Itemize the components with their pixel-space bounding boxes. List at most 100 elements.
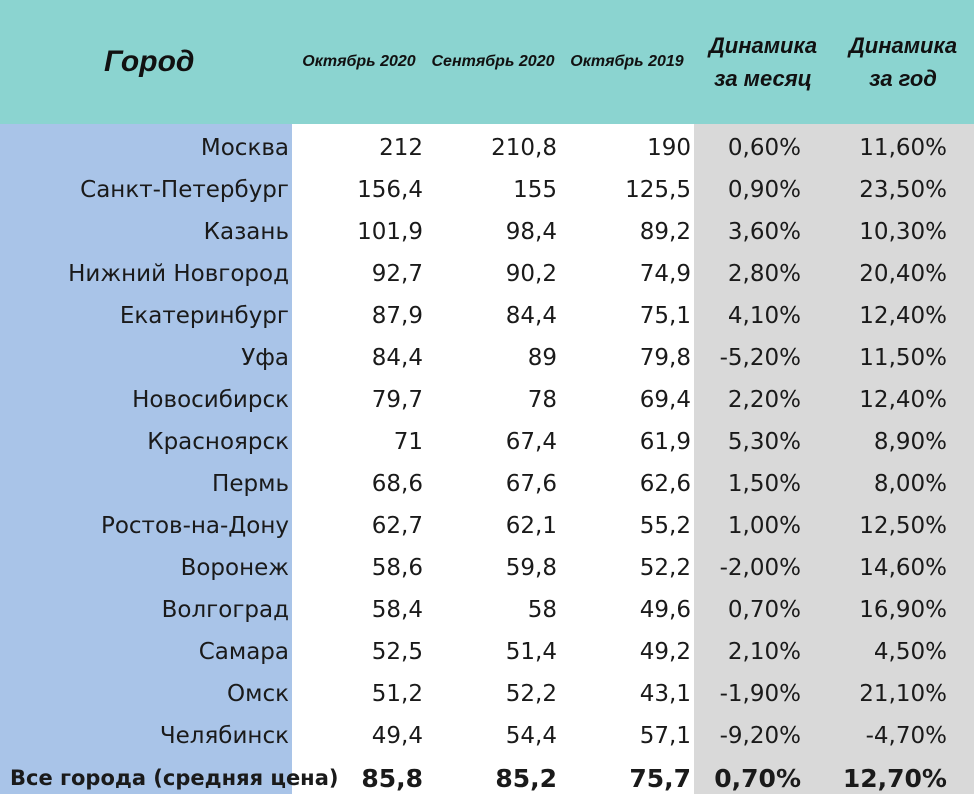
cell-city: Казань	[203, 219, 289, 245]
cell-oct2020: 49,4	[371, 723, 423, 749]
cell-month-dynamics: 2,80%	[727, 261, 801, 287]
cell-month-dynamics: 2,10%	[727, 639, 801, 665]
cell-month-dynamics: 3,60%	[727, 219, 801, 245]
cell-sep2020: 62,1	[505, 513, 557, 539]
cell-year-dynamics: 21,10%	[859, 681, 947, 707]
cell-oct2019: 49,2	[639, 639, 691, 665]
cell-oct2020: 101,9	[357, 219, 423, 245]
cell-year-dynamics: 20,40%	[859, 261, 947, 287]
city-column-background	[0, 124, 292, 794]
cell-year-dynamics: 12,40%	[859, 303, 947, 329]
total-row: Все города (средняя цена) 85,8 85,2 75,7 0,7…	[0, 757, 974, 799]
table-row: Воронеж 58,6 59,8 52,2 -2,00% 14,60%	[0, 547, 974, 589]
cell-sep2020: 90,2	[505, 261, 557, 287]
cell-oct2019: 75,7	[629, 763, 691, 793]
cell-sep2020: 54,4	[505, 723, 557, 749]
cell-month-dynamics: -1,90%	[719, 681, 801, 707]
cell-year-dynamics: 16,90%	[859, 597, 947, 623]
cell-sep2020: 98,4	[505, 219, 557, 245]
cell-sep2020: 67,4	[505, 429, 557, 455]
cell-oct2020: 68,6	[371, 471, 423, 497]
dynamics-column-background	[694, 124, 974, 794]
cell-city: Омск	[227, 681, 289, 707]
cell-year-dynamics: 14,60%	[859, 555, 947, 581]
table-row: Санкт-Петербург 156,4 155 125,5 0,90% 23,50%	[0, 169, 974, 211]
cell-year-dynamics: 8,90%	[873, 429, 947, 455]
table-row: Самара 52,5 51,4 49,2 2,10% 4,50%	[0, 631, 974, 673]
cell-year-dynamics: 8,00%	[873, 471, 947, 497]
cell-city: Нижний Новгород	[68, 261, 289, 287]
cell-month-dynamics: 2,20%	[727, 387, 801, 413]
cell-sep2020: 52,2	[505, 681, 557, 707]
cell-oct2020: 58,4	[371, 597, 423, 623]
cell-city: Санкт-Петербург	[80, 177, 289, 203]
cell-oct2019: 75,1	[639, 303, 691, 329]
header-month-dynamics-line1: Динамика	[708, 33, 818, 58]
header-year-dynamics-line2: за год	[869, 66, 937, 91]
cell-sep2020: 210,8	[491, 135, 557, 161]
cell-oct2020: 85,8	[361, 763, 423, 793]
header-month-dynamics: Динамика за месяц	[694, 0, 832, 124]
cell-year-dynamics: 11,50%	[859, 345, 947, 371]
cell-city: Самара	[198, 639, 289, 665]
cell-month-dynamics: 0,70%	[727, 597, 801, 623]
cell-year-dynamics: 12,40%	[859, 387, 947, 413]
header-year-dynamics-line1: Динамика	[848, 33, 958, 58]
cell-month-dynamics: 4,10%	[727, 303, 801, 329]
table-row: Ростов-на-Дону 62,7 62,1 55,2 1,00% 12,50%	[0, 505, 974, 547]
cell-oct2020: 84,4	[371, 345, 423, 371]
table-row: Новосибирск 79,7 78 69,4 2,20% 12,40%	[0, 379, 974, 421]
cell-oct2020: 58,6	[371, 555, 423, 581]
header-sep2020: Сентябрь 2020	[431, 53, 555, 70]
cell-month-dynamics: 1,50%	[727, 471, 801, 497]
cell-month-dynamics: 1,00%	[727, 513, 801, 539]
cell-city: Челябинск	[159, 723, 289, 749]
cell-city: Уфа	[241, 345, 289, 371]
cell-sep2020: 51,4	[505, 639, 557, 665]
cell-sep2020: 84,4	[505, 303, 557, 329]
table-row: Челябинск 49,4 54,4 57,1 -9,20% -4,70%	[0, 715, 974, 757]
cell-year-dynamics: 4,50%	[873, 639, 947, 665]
table-row: Красноярск 71 67,4 61,9 5,30% 8,90%	[0, 421, 974, 463]
cell-oct2019: 61,9	[639, 429, 691, 455]
cell-year-dynamics: 23,50%	[859, 177, 947, 203]
table-row: Нижний Новгород 92,7 90,2 74,9 2,80% 20,40%	[0, 253, 974, 295]
cell-year-dynamics: 11,60%	[859, 135, 947, 161]
cell-city: Ростов-на-Дону	[100, 513, 289, 539]
cell-oct2019: 79,8	[639, 345, 691, 371]
cell-year-dynamics: 10,30%	[859, 219, 947, 245]
cell-year-dynamics: 12,70%	[842, 763, 947, 793]
table-row: Уфа 84,4 89 79,8 -5,20% 11,50%	[0, 337, 974, 379]
cell-month-dynamics: -9,20%	[719, 723, 801, 749]
cell-sep2020: 89	[527, 345, 557, 371]
cell-oct2020: 87,9	[371, 303, 423, 329]
cell-oct2019: 55,2	[639, 513, 691, 539]
cell-city: Москва	[200, 135, 289, 161]
cell-city: Екатеринбург	[119, 303, 289, 329]
table-body: Москва 212 210,8 190 0,60% 11,60% Санкт-Петерб…	[0, 127, 974, 799]
cell-oct2019: 89,2	[639, 219, 691, 245]
cell-city: Красноярск	[147, 429, 289, 455]
header-month-dynamics-line2: за месяц	[714, 66, 812, 91]
cell-city: Новосибирск	[132, 387, 289, 413]
cell-oct2020: 62,7	[371, 513, 423, 539]
cell-oct2020: 92,7	[371, 261, 423, 287]
cell-oct2019: 43,1	[639, 681, 691, 707]
cell-oct2019: 69,4	[639, 387, 691, 413]
cell-oct2019: 74,9	[639, 261, 691, 287]
cell-oct2020: 51,2	[371, 681, 423, 707]
cell-oct2019: 125,5	[625, 177, 691, 203]
cell-month-dynamics: -2,00%	[719, 555, 801, 581]
cell-oct2020: 156,4	[357, 177, 423, 203]
cell-sep2020: 67,6	[505, 471, 557, 497]
cell-oct2019: 190	[647, 135, 691, 161]
cell-oct2019: 62,6	[639, 471, 691, 497]
cell-month-dynamics: 0,90%	[727, 177, 801, 203]
cell-sep2020: 59,8	[505, 555, 557, 581]
table-row: Москва 212 210,8 190 0,60% 11,60%	[0, 127, 974, 169]
header-oct2019: Октябрь 2019	[570, 53, 684, 70]
table-row: Екатеринбург 87,9 84,4 75,1 4,10% 12,40%	[0, 295, 974, 337]
cell-city: Пермь	[212, 471, 289, 497]
cell-oct2019: 49,6	[639, 597, 691, 623]
cell-sep2020: 85,2	[495, 763, 557, 793]
